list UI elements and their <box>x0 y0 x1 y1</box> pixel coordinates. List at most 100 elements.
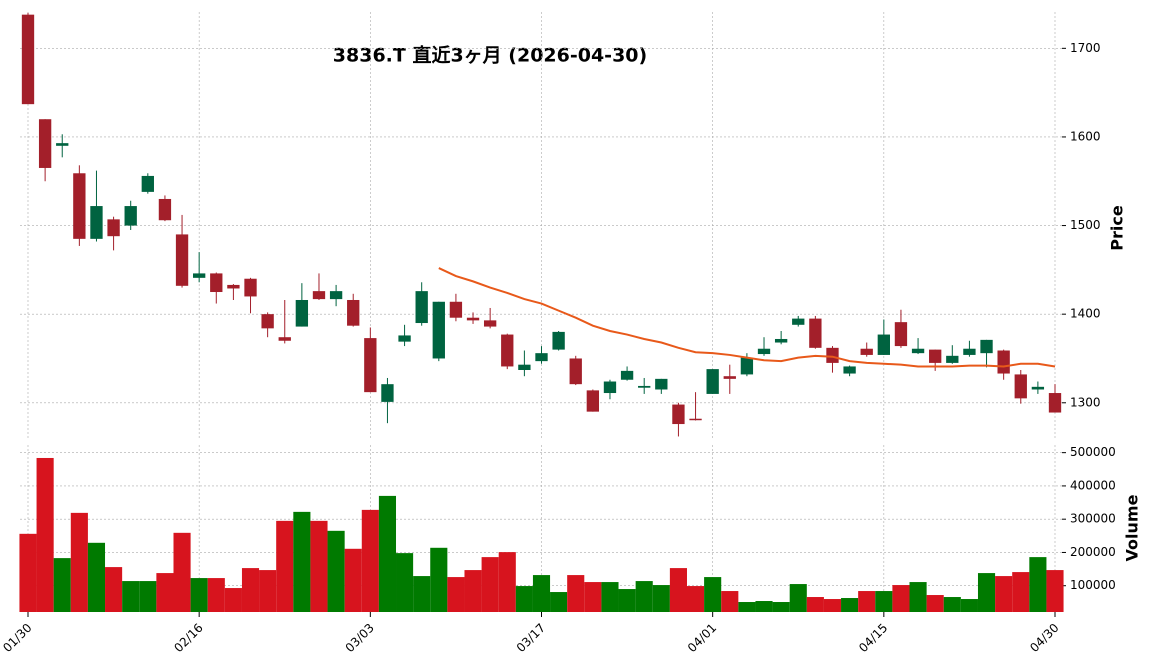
volume-bar <box>1046 570 1064 612</box>
volume-bar <box>806 597 824 612</box>
candle-body <box>278 337 291 341</box>
volume-bar <box>601 582 619 612</box>
candle-body <box>210 273 223 293</box>
volume-bar <box>122 581 140 612</box>
candle-body <box>381 384 394 402</box>
volume-bar <box>70 512 88 612</box>
candle-body <box>1014 374 1027 399</box>
volume-bar <box>772 602 790 612</box>
candle-body <box>158 198 172 221</box>
y-axis-label: Price <box>1108 205 1127 251</box>
volume-bar <box>190 578 208 612</box>
volume-bar <box>87 542 106 612</box>
volume-bar <box>378 495 397 612</box>
candle-body <box>1031 386 1045 390</box>
volume-bar <box>1012 572 1030 612</box>
candle-body <box>860 348 873 355</box>
candle-body <box>586 390 600 412</box>
volume-bar <box>738 602 756 612</box>
volume-bar <box>224 588 242 612</box>
candle-body <box>980 339 993 354</box>
candle-body <box>364 338 377 393</box>
volume-bar <box>344 548 362 612</box>
candle-body <box>792 318 805 325</box>
candle-body <box>826 347 839 363</box>
volume-bar <box>276 520 294 612</box>
candle-body <box>329 291 343 300</box>
volume-bar <box>567 575 585 612</box>
candle-body <box>877 334 890 355</box>
x-tick-label: 04/15 <box>856 621 890 655</box>
volume-bar <box>498 552 516 612</box>
volume-bar <box>173 532 191 612</box>
volume-bar <box>960 599 978 612</box>
candle-body <box>193 273 206 278</box>
y-tick-label: 1600 <box>1070 129 1101 143</box>
y-axis-label: Volume <box>1123 494 1142 561</box>
x-tick-label: 04/30 <box>1027 621 1061 655</box>
volume-bar <box>361 509 379 612</box>
candle-body <box>466 317 480 321</box>
volume-bar <box>909 582 927 612</box>
candle-body <box>141 175 154 192</box>
y-tick-label: 100000 <box>1070 578 1116 592</box>
volume-bar <box>892 585 910 612</box>
volume-bar <box>704 577 722 612</box>
candle-body <box>90 206 103 239</box>
candle-body <box>415 291 428 324</box>
volume-bar <box>105 567 123 612</box>
candle-body <box>740 357 754 375</box>
volume-bar <box>310 520 328 612</box>
candle-body <box>175 234 189 286</box>
x-tick-label: 02/16 <box>171 621 205 655</box>
candle-body <box>552 331 565 350</box>
volume-bar <box>550 592 568 612</box>
candle-body <box>261 314 274 329</box>
volume-bar <box>139 581 157 612</box>
candle-body <box>929 349 942 363</box>
candle-body <box>946 355 959 363</box>
volume-bar <box>464 570 482 612</box>
candle-body <box>432 301 445 359</box>
volume-bar <box>259 570 277 612</box>
candle-body <box>911 348 925 354</box>
volume-bar <box>977 573 996 612</box>
volume-bar <box>413 576 431 612</box>
volume-bar <box>635 581 653 612</box>
volume-bar <box>1029 557 1047 612</box>
candle-body <box>963 348 976 355</box>
candle-body <box>535 353 548 362</box>
candle-body <box>347 299 360 326</box>
candle-body <box>774 338 788 343</box>
x-tick-label: 03/17 <box>514 621 548 655</box>
candle-body <box>501 334 514 367</box>
candle-body <box>38 119 52 168</box>
volume-bar <box>823 599 842 612</box>
volume-bar <box>858 591 876 612</box>
candle-body <box>295 299 309 327</box>
moving-average-line <box>438 267 1056 368</box>
volume-bar <box>293 511 311 612</box>
candle-body <box>107 219 120 237</box>
candle-body <box>483 320 497 327</box>
volume-bar <box>532 575 551 612</box>
volume-bar <box>19 533 37 612</box>
volume-bar <box>618 589 636 612</box>
x-tick-label: 04/01 <box>685 621 719 655</box>
y-tick-label: 1500 <box>1070 218 1101 232</box>
volume-bar <box>156 573 174 612</box>
volume-bar <box>943 597 961 612</box>
candle-body <box>603 381 617 394</box>
y-tick-label: 300000 <box>1070 512 1116 526</box>
y-tick-label: 1400 <box>1070 307 1101 321</box>
candle-body <box>1048 393 1062 413</box>
candle-body <box>706 369 719 394</box>
volume-bar <box>207 578 225 612</box>
chart-title: 3836.T 直近3ヶ月 (2026-04-30) <box>333 44 647 67</box>
y-tick-label: 1700 <box>1070 41 1101 55</box>
x-tick-label: 03/03 <box>343 621 377 655</box>
candle-body <box>518 364 531 370</box>
volume-bar <box>515 586 533 612</box>
candle-body <box>894 322 908 347</box>
